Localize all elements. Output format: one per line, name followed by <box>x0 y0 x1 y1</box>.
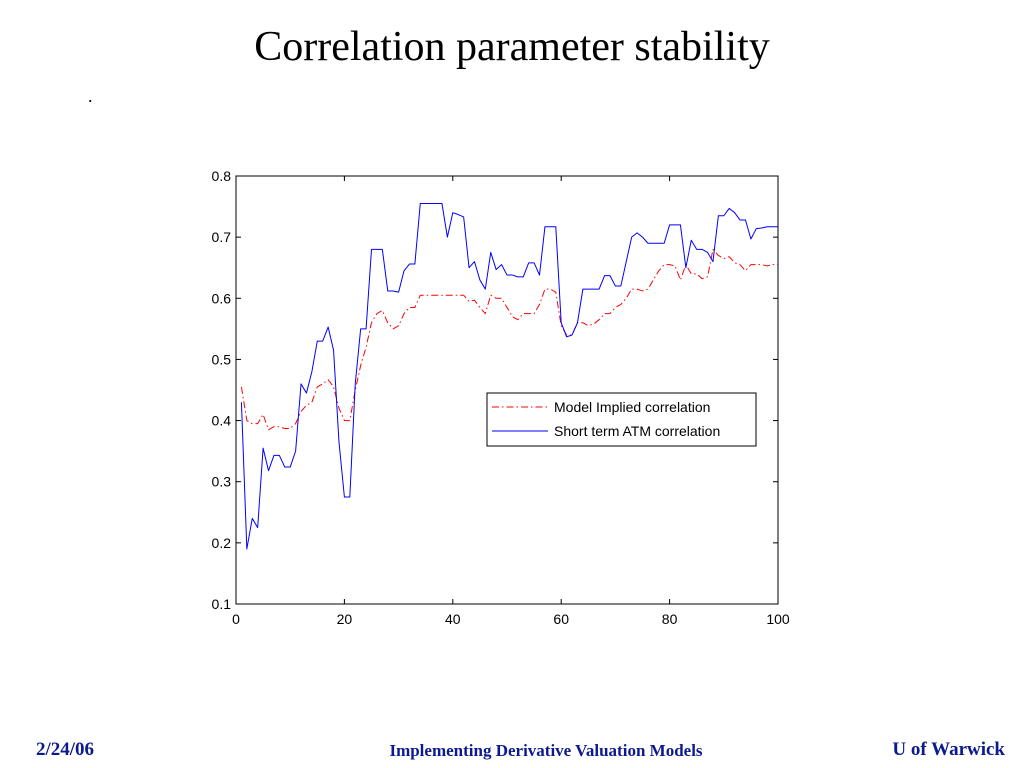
chart-marks: 0 20 40 60 80 100 0.1 0.2 0.3 0.4 0.5 0.6 0.7 0.8 <box>212 168 790 627</box>
legend-label-model-implied: Model Implied correlation <box>554 399 710 415</box>
x-tick-label: 0 <box>232 611 240 627</box>
footer-course-title: Implementing Derivative Valuation Models <box>389 741 703 760</box>
y-tick-label: 0.7 <box>212 229 232 245</box>
y-tick-label: 0.4 <box>212 413 232 429</box>
x-tick-label: 20 <box>337 611 353 627</box>
chart-legend: Model Implied correlation Short term ATM… <box>486 392 757 447</box>
x-tick-label: 100 <box>766 611 790 627</box>
y-tick-label: 0.3 <box>212 474 232 490</box>
x-tick-label: 80 <box>662 611 678 627</box>
y-tick-label: 0.1 <box>212 596 232 612</box>
slide-title: Correlation parameter stability <box>254 24 770 70</box>
slide-note: . <box>88 86 93 106</box>
series-line-model-implied-correlation <box>240 248 778 431</box>
y-tick-label: 0.8 <box>212 168 232 184</box>
line-chart: 0 20 40 60 80 100 0.1 0.2 0.3 0.4 0.5 0.6 0.7 0.8 Mod… <box>212 168 790 627</box>
legend-label-short-term-atm: Short term ATM correlation <box>554 423 720 439</box>
plot-frame <box>235 175 779 605</box>
x-tick-label: 60 <box>553 611 569 627</box>
footer-institution: U of Warwick <box>892 739 1005 760</box>
y-tick-label: 0.2 <box>212 535 232 551</box>
legend-box <box>486 392 757 447</box>
x-tick-label: 40 <box>445 611 461 627</box>
series-line-short-term-atm-correlation <box>240 203 778 550</box>
y-tick-label: 0.6 <box>212 290 232 306</box>
footer-date: 2/24/06 <box>36 739 95 760</box>
y-tick-label: 0.5 <box>212 351 232 367</box>
